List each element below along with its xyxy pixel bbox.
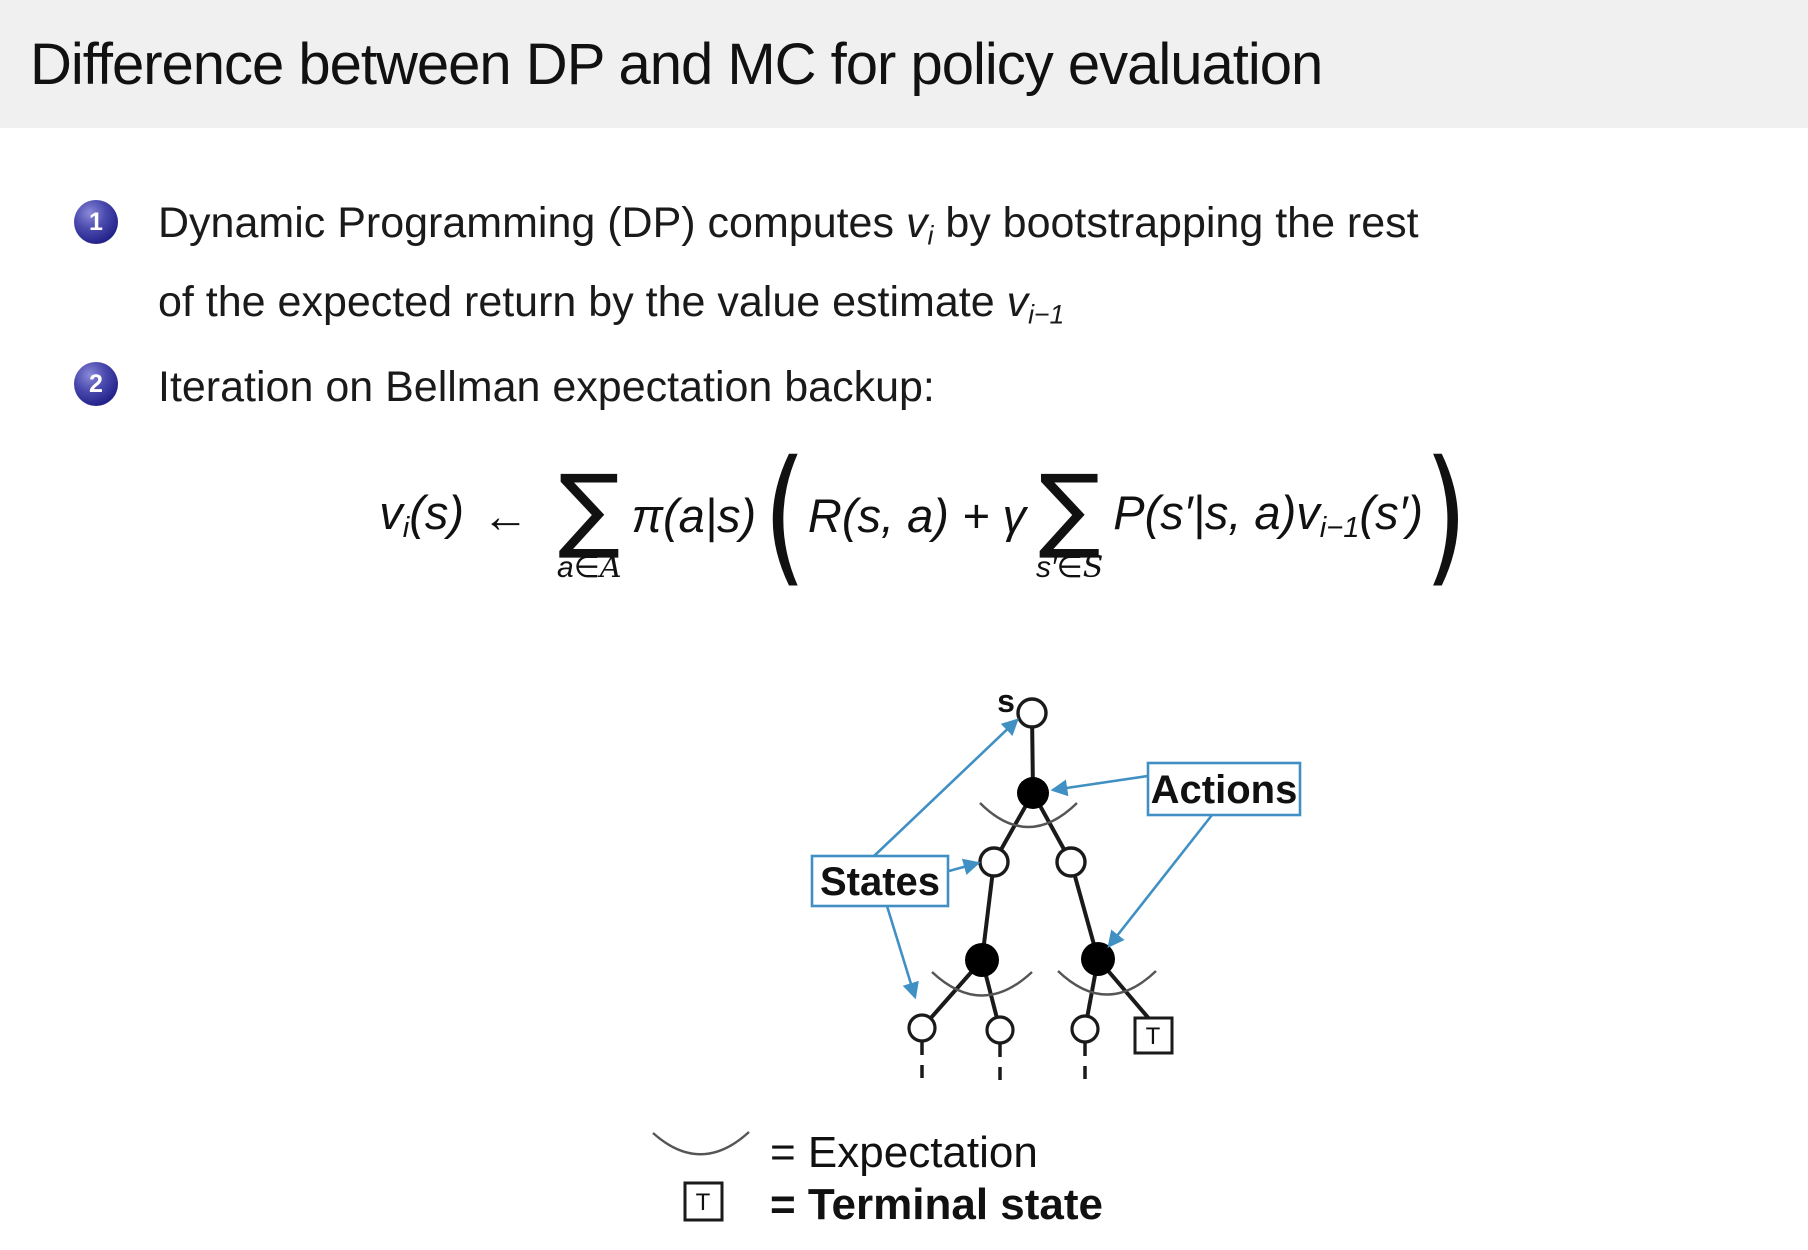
action-node (1081, 942, 1115, 976)
states-arrow-down (885, 905, 919, 1000)
bullet-2-badge: 2 (74, 362, 118, 406)
legend-terminal-symbol: T (696, 1189, 711, 1216)
backup-tree-diagram: s T States Actions = Expectation T = Ter… (652, 683, 1302, 1229)
bullet-1-line-2: of the expected return by the value esti… (158, 278, 1065, 330)
bullet-1-text: Dynamic Programming (DP) computes vi by … (158, 190, 1419, 349)
actions-arrow-to-lower-action (1107, 814, 1214, 948)
terminal-box-icon (683, 1181, 724, 1222)
math-var-vi: v (905, 199, 928, 247)
state-node (978, 846, 1010, 878)
sigma-icon: ∑ (1038, 454, 1101, 562)
expectation-arcs (931, 802, 1157, 997)
bullet-1-badge: 1 (74, 200, 118, 244)
math-var-vi-1: v (1006, 278, 1029, 327)
actions-label-box (1146, 761, 1302, 817)
sum-over-actions: ∑ a∈A (557, 454, 622, 586)
bullet-2-number: 2 (89, 369, 103, 398)
legend: = Expectation T = Terminal state (652, 1128, 1103, 1229)
slide-title: Difference between DP and MC for policy … (30, 31, 1323, 97)
reward-term: R(s, a) + γ (807, 488, 1026, 542)
callout-arrows (872, 718, 1214, 1000)
root-state-label: s (997, 683, 1015, 719)
sigma-icon: ∑ (558, 454, 621, 562)
transition-value-term: P(s′|s, a)vi−1(s′) (1113, 485, 1424, 545)
states-arrow-to-state (948, 858, 981, 875)
bullet-2-text: Iteration on Bellman expectation backup: (158, 363, 935, 411)
expectation-arc-icon (652, 1131, 750, 1156)
states-label-box (810, 854, 950, 908)
open-paren: ( (763, 429, 807, 601)
legend-terminal-text: = Terminal state (770, 1180, 1103, 1229)
state-node (1070, 1014, 1100, 1044)
legend-expectation-text: = Expectation (770, 1128, 1038, 1177)
state-node (1055, 846, 1087, 878)
title-bar: Difference between DP and MC for policy … (0, 0, 1808, 128)
actions-label: Actions (1151, 768, 1298, 812)
assign-arrow: ← (482, 488, 529, 542)
policy-term: π(a|s) (631, 488, 757, 542)
expectation-arc-icon (979, 802, 1078, 829)
state-node-root (1016, 697, 1048, 729)
formula-lhs: vi(s) (379, 485, 464, 545)
states-arrow-to-root (872, 718, 1019, 858)
sum-over-next-states: ∑ s′∈S (1035, 454, 1104, 586)
expectation-arc-icon (931, 971, 1033, 997)
state-node (985, 1015, 1015, 1045)
bellman-formula: vi(s) ← ∑ a∈A π(a|s) ( R(s, a) + γ ∑ s′∈… (0, 415, 1808, 615)
states-label: States (820, 860, 940, 904)
action-node (1017, 777, 1049, 809)
terminal-node-box (1133, 1016, 1174, 1055)
close-paren: ) (1424, 429, 1468, 601)
terminal-node-label: T (1146, 1023, 1161, 1050)
actions-arrow-to-top-action (1050, 774, 1149, 797)
bullet-1-number: 1 (89, 207, 103, 236)
expectation-arc-icon (1057, 970, 1157, 996)
bullet-1-line-1: Dynamic Programming (DP) computes vi by … (158, 199, 1419, 251)
state-node (907, 1013, 937, 1043)
tree-edges (920, 712, 1153, 1031)
action-node (965, 943, 999, 977)
continuation-dashes (920, 1042, 1087, 1086)
